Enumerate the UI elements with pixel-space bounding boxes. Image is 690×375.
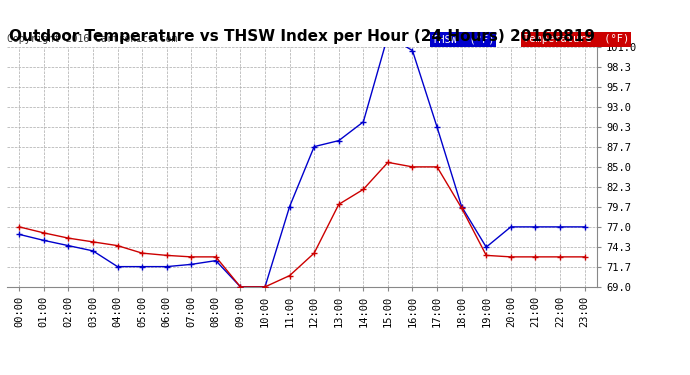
Text: THSW  (°F): THSW (°F) [432, 34, 494, 45]
Title: Outdoor Temperature vs THSW Index per Hour (24 Hours) 20160819: Outdoor Temperature vs THSW Index per Ho… [9, 29, 595, 44]
Text: Temperature  (°F): Temperature (°F) [523, 34, 629, 45]
Text: Copyright 2016 Cartronics.com: Copyright 2016 Cartronics.com [7, 34, 177, 45]
